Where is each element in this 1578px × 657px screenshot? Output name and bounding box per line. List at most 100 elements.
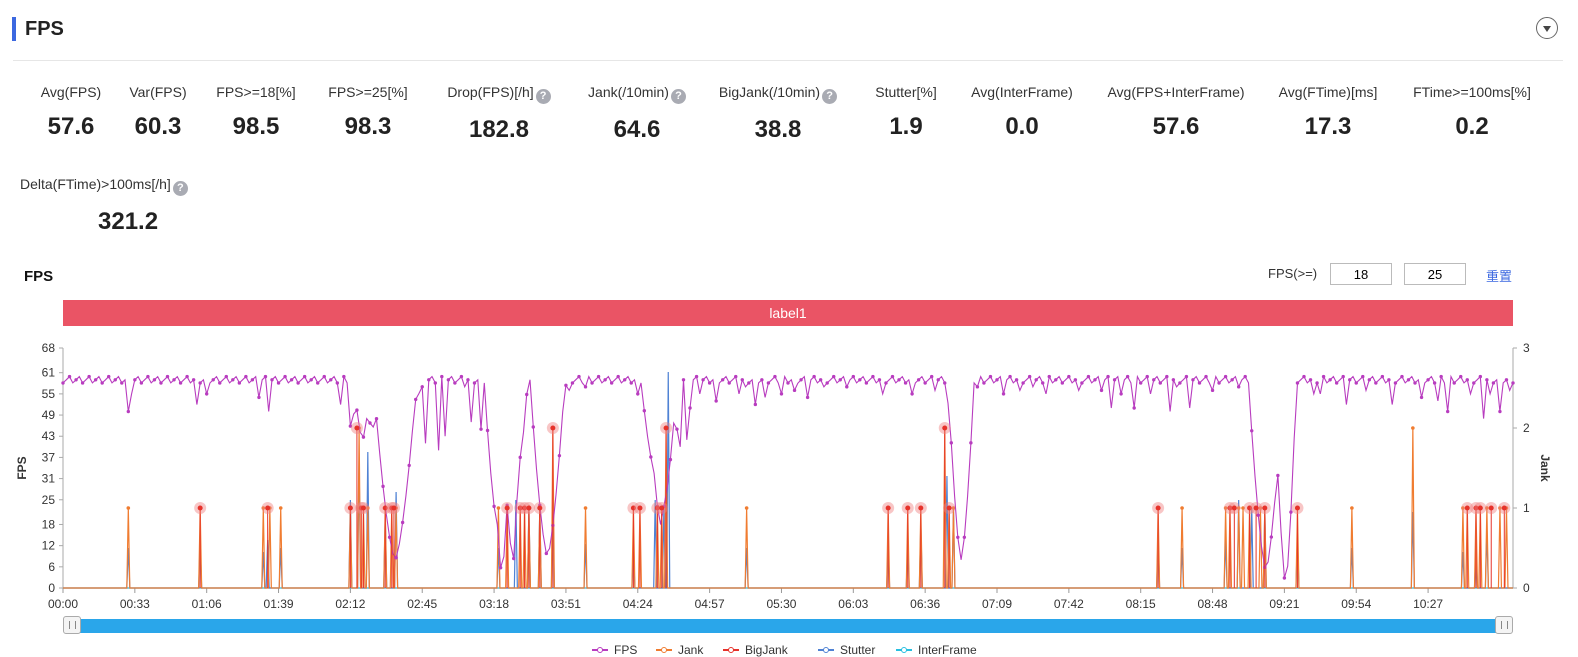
legend-item-stutter[interactable]: Stutter bbox=[818, 643, 875, 657]
slider-right-handle[interactable] bbox=[1495, 616, 1513, 634]
fps-point bbox=[518, 455, 522, 460]
metric-label: Var(FPS) bbox=[48, 83, 268, 101]
page-title: FPS bbox=[25, 18, 64, 40]
slider-left-handle[interactable] bbox=[63, 616, 81, 634]
fps-point bbox=[178, 381, 183, 385]
fps-point bbox=[355, 408, 359, 412]
reset-button[interactable]: 重置 bbox=[1486, 269, 1513, 284]
metric-label-text: BigJank(/10min) bbox=[718, 84, 821, 100]
metric-value: 38.8 bbox=[754, 116, 802, 143]
fps-point bbox=[609, 381, 614, 385]
fps-point bbox=[335, 381, 340, 385]
legend-item-interframe[interactable]: InterFrame bbox=[896, 643, 977, 657]
fps-point bbox=[799, 378, 803, 382]
help-icon[interactable]: ? bbox=[670, 89, 686, 104]
fps-point bbox=[694, 374, 699, 379]
fps-point bbox=[1099, 388, 1104, 393]
bigjank-point bbox=[918, 505, 924, 511]
fps-point bbox=[1361, 374, 1365, 379]
fps-point bbox=[675, 427, 679, 431]
bigjank-point bbox=[1473, 505, 1479, 511]
legend-item-jank[interactable]: Jank bbox=[656, 643, 703, 657]
jank-point bbox=[278, 506, 283, 510]
fps-point bbox=[1125, 374, 1130, 379]
header-divider bbox=[13, 60, 1563, 61]
fps-point bbox=[1406, 378, 1411, 382]
metric-10: Avg(FTime)[ms] 17.3 bbox=[1218, 83, 1438, 141]
fps-point bbox=[1093, 378, 1097, 382]
fps-point bbox=[884, 381, 888, 385]
legend-label: Stutter bbox=[840, 643, 876, 657]
slider-track[interactable] bbox=[71, 619, 1505, 633]
fps-point bbox=[511, 556, 516, 561]
bigjank-point bbox=[1262, 505, 1268, 511]
x-tick-label: 00:00 bbox=[48, 597, 78, 611]
metric-0: Avg(FPS) 57.6 bbox=[0, 83, 181, 141]
fps-threshold-high-input[interactable] bbox=[1404, 263, 1466, 285]
fps-point bbox=[1014, 378, 1019, 382]
fps-point bbox=[583, 385, 588, 389]
metric-3: FPS>=25[%] 98.3 bbox=[258, 83, 478, 141]
fps-point bbox=[1145, 374, 1149, 379]
metric-label: Avg(FPS) bbox=[0, 83, 181, 101]
bigjank-point bbox=[526, 505, 532, 511]
fps-point bbox=[877, 378, 882, 382]
fps-point bbox=[466, 378, 470, 382]
bigjank-point bbox=[659, 505, 665, 511]
fps-point bbox=[1315, 381, 1319, 385]
metric-label-text: FPS>=25[%] bbox=[328, 84, 408, 100]
metric-value: 98.5 bbox=[232, 113, 280, 140]
fps-point bbox=[159, 381, 163, 385]
fps-point bbox=[1191, 378, 1195, 382]
metric-11: FTime>=100ms[%] 0.2 bbox=[1362, 83, 1578, 141]
y2-tick-label: 0 bbox=[1523, 581, 1530, 595]
help-icon[interactable]: ? bbox=[535, 89, 551, 104]
metric-value: 321.2 bbox=[98, 208, 159, 235]
fps-threshold-low-input[interactable] bbox=[1330, 263, 1392, 285]
y-tick-label: 55 bbox=[42, 387, 56, 401]
fps-point bbox=[237, 381, 242, 385]
help-icon[interactable]: ? bbox=[172, 181, 188, 196]
fps-point bbox=[649, 455, 653, 459]
bigjank-point bbox=[1488, 505, 1494, 511]
fps-point bbox=[812, 374, 816, 379]
fps-point bbox=[701, 378, 705, 382]
metric-label: Delta(FTime)>100ms[/h]? bbox=[20, 175, 242, 196]
help-icon[interactable]: ? bbox=[822, 89, 838, 104]
fps-point bbox=[596, 374, 601, 379]
metric-value: 64.6 bbox=[613, 116, 661, 143]
fps-point bbox=[747, 381, 751, 385]
fps-point bbox=[1067, 374, 1071, 379]
bigjank-point bbox=[354, 425, 360, 431]
y-axis-label: FPS bbox=[15, 456, 29, 479]
metric-value: 57.6 bbox=[1152, 113, 1200, 140]
y-tick-label: 37 bbox=[42, 450, 56, 464]
fps-point bbox=[818, 378, 823, 382]
fps-point bbox=[858, 378, 862, 382]
fps-point bbox=[949, 441, 953, 445]
fps-point bbox=[276, 381, 281, 385]
y-tick-label: 68 bbox=[42, 341, 56, 355]
legend-item-fps[interactable]: FPS bbox=[592, 643, 637, 657]
fps-point bbox=[407, 463, 411, 468]
x-tick-label: 02:12 bbox=[335, 597, 365, 611]
label-band[interactable]: label1 bbox=[63, 300, 1513, 326]
fps-point bbox=[198, 381, 202, 385]
collapse-chevron-icon[interactable] bbox=[1536, 17, 1558, 39]
metric-value: 57.6 bbox=[47, 113, 95, 140]
fps-point bbox=[1321, 374, 1326, 379]
legend-item-bigjank[interactable]: BigJank bbox=[723, 643, 788, 657]
bigjank-point bbox=[265, 505, 271, 511]
fps-point bbox=[1491, 381, 1496, 385]
bigjank-point bbox=[1477, 505, 1483, 511]
metric-label: FPS>=25[%] bbox=[258, 83, 478, 101]
fps-point bbox=[1008, 374, 1012, 379]
jank-point bbox=[1180, 506, 1184, 510]
bigjank-point bbox=[517, 505, 523, 511]
time-range-slider[interactable] bbox=[63, 616, 1513, 636]
fps-point bbox=[1230, 378, 1234, 382]
fps-point bbox=[1197, 381, 1202, 385]
legend-label: BigJank bbox=[745, 643, 788, 657]
fps-point bbox=[1348, 378, 1352, 382]
fps-point bbox=[93, 378, 98, 382]
